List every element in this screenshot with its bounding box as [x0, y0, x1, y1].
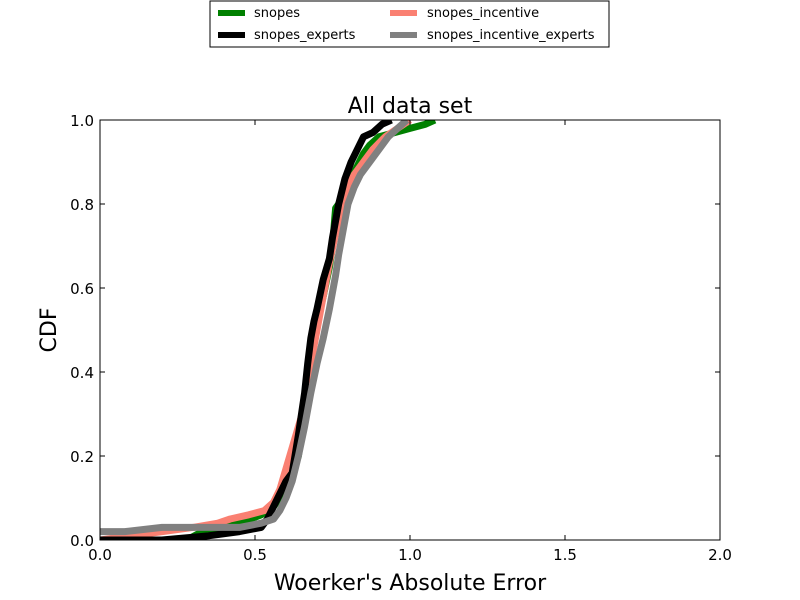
y-tick-label: 0.0: [70, 532, 94, 550]
y-tick-label: 0.8: [70, 196, 94, 214]
x-tick-label: 1.5: [553, 546, 577, 564]
y-tick-label: 0.6: [70, 280, 94, 298]
series-line-snopes-incentive: [100, 120, 412, 540]
plot-frame: [99, 119, 721, 541]
series-line-snopes: [100, 120, 437, 540]
ticks-layer: 0.0 0.5 1.0 1.5 2.0 0.0 0.2 0.4 0.6 0.8 1.0: [70, 112, 732, 564]
legend-entry-snopes-experts: snopes_experts: [218, 28, 356, 43]
x-tick-label: 2.0: [708, 546, 732, 564]
legend-label-snopes: snopes: [254, 6, 300, 21]
y-tick-label: 1.0: [70, 112, 94, 130]
legend-entry-snopes-incentive: snopes_incentive: [390, 6, 539, 21]
plot-area: 0.0 0.5 1.0 1.5 2.0 0.0 0.2 0.4 0.6 0.8 1.0: [70, 112, 732, 564]
legend-frame: [209, 0, 610, 48]
legend: snopes snopes_experts snopes_incentive s…: [209, 0, 610, 48]
chart-title: All data set: [348, 94, 473, 119]
x-tick-label: 0.0: [88, 546, 112, 564]
series-layer: [100, 120, 437, 540]
x-tick-label: 0.5: [243, 546, 267, 564]
y-tick-label: 0.4: [70, 364, 94, 382]
legend-label-snopes-incentive-experts: snopes_incentive_experts: [427, 28, 595, 43]
legend-entry-snopes: snopes: [218, 6, 300, 21]
legend-label-snopes-experts: snopes_experts: [254, 28, 356, 43]
legend-label-snopes-incentive: snopes_incentive: [427, 6, 539, 21]
legend-entry-snopes-incentive-experts: snopes_incentive_experts: [390, 28, 595, 43]
x-tick-label: 1.0: [398, 546, 422, 564]
y-tick-label: 0.2: [70, 448, 94, 466]
x-axis-label: Woerker's Absolute Error: [274, 571, 547, 596]
series-line-snopes-incentive-experts: [100, 120, 410, 536]
y-axis-label: CDF: [37, 308, 62, 353]
